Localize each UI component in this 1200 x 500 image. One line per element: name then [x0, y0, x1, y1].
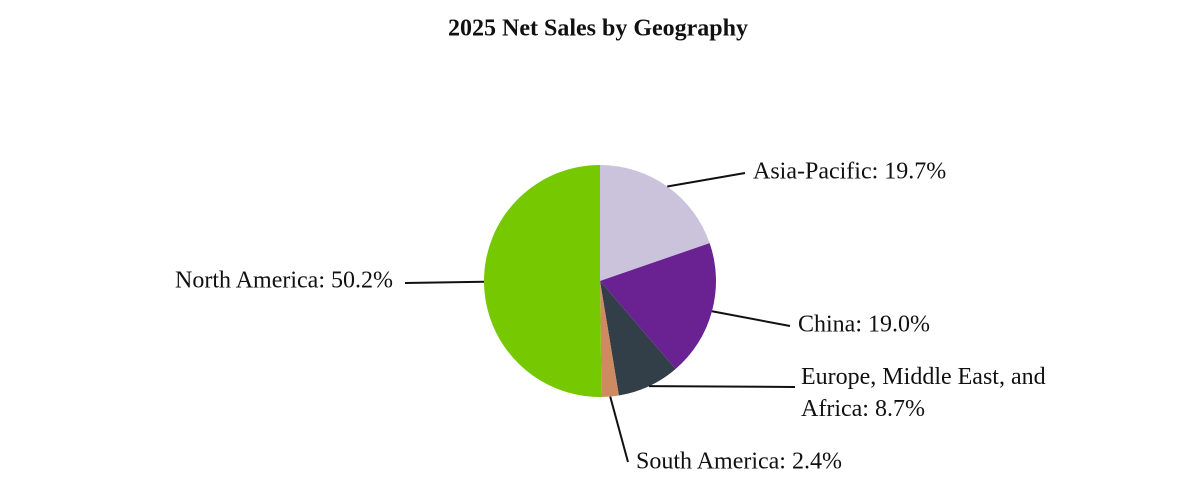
pie-slice [600, 281, 676, 396]
slice-label: North America: 50.2% [175, 268, 393, 294]
pie-slice [600, 165, 710, 281]
pie-slice [600, 281, 619, 397]
pie-slice [600, 243, 716, 369]
leader-line [667, 172, 746, 188]
slice-label: China: 19.0% [798, 312, 930, 338]
slice-label: Asia-Pacific: 19.7% [753, 159, 946, 185]
chart-title: 2025 Net Sales by Geography [448, 16, 748, 42]
slice-label: Europe, Middle East, and Africa: 8.7% [801, 364, 1046, 422]
slice-label: South America: 2.4% [636, 449, 842, 475]
leader-line [404, 280, 485, 284]
leader-line [649, 385, 796, 388]
leader-line [711, 310, 791, 327]
leader-line [609, 396, 629, 463]
pie-slice [484, 165, 602, 397]
